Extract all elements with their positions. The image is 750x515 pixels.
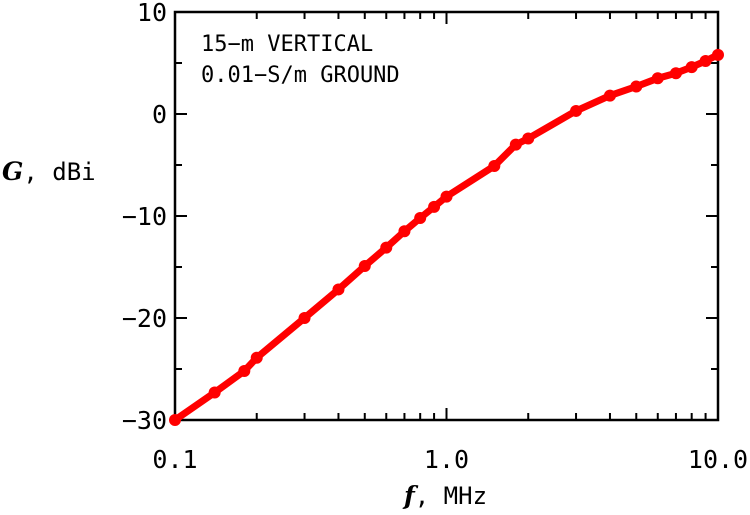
data-point [712,48,724,61]
data-point [298,312,311,324]
data-point [651,72,664,85]
data-point [630,80,643,93]
data-point [414,212,427,225]
data-point [699,54,712,67]
data-point [488,160,501,173]
x-tick-label: 1.0 [424,445,469,474]
series-layer [169,48,724,426]
x-axis-title: f, MHz [402,481,487,510]
data-point [398,225,411,238]
y-tick-label: 10 [137,0,167,27]
data-point [332,283,345,296]
data-point [509,138,522,151]
annotation-line-2: 0.01−S/m GROUND [201,63,400,88]
data-point [440,190,453,203]
plot-frame [173,10,720,422]
data-point [669,67,682,80]
y-axis-unit: , dBi [23,158,95,186]
data-point [380,241,393,254]
series-line [171,51,722,424]
data-point [570,104,583,117]
x-tick-label: 10.0 [688,445,748,474]
data-point [208,386,221,399]
data-point [250,351,263,364]
x-tick-label: 0.1 [152,445,197,474]
y-tick-label: −10 [122,202,167,231]
data-point [238,365,251,378]
y-axis-title: G, dBi [2,157,96,186]
data-point [428,200,441,213]
y-tick-label: −30 [122,406,167,435]
annotation-line-1: 15−m VERTICAL [201,32,373,57]
y-axis-variable: G [2,157,23,186]
x-axis-variable: f [402,481,419,510]
y-tick-labels: 10 0 −10 −20 −30 [122,0,167,435]
x-tick-labels: 0.1 1.0 10.0 [152,445,748,474]
y-tick-label: −20 [122,304,167,333]
data-point [685,61,698,74]
data-point [169,414,181,426]
data-point [603,89,616,102]
data-point [358,259,371,272]
y-tick-label: 0 [152,100,167,129]
data-point [522,132,535,145]
x-axis-unit: , MHz [415,482,487,510]
